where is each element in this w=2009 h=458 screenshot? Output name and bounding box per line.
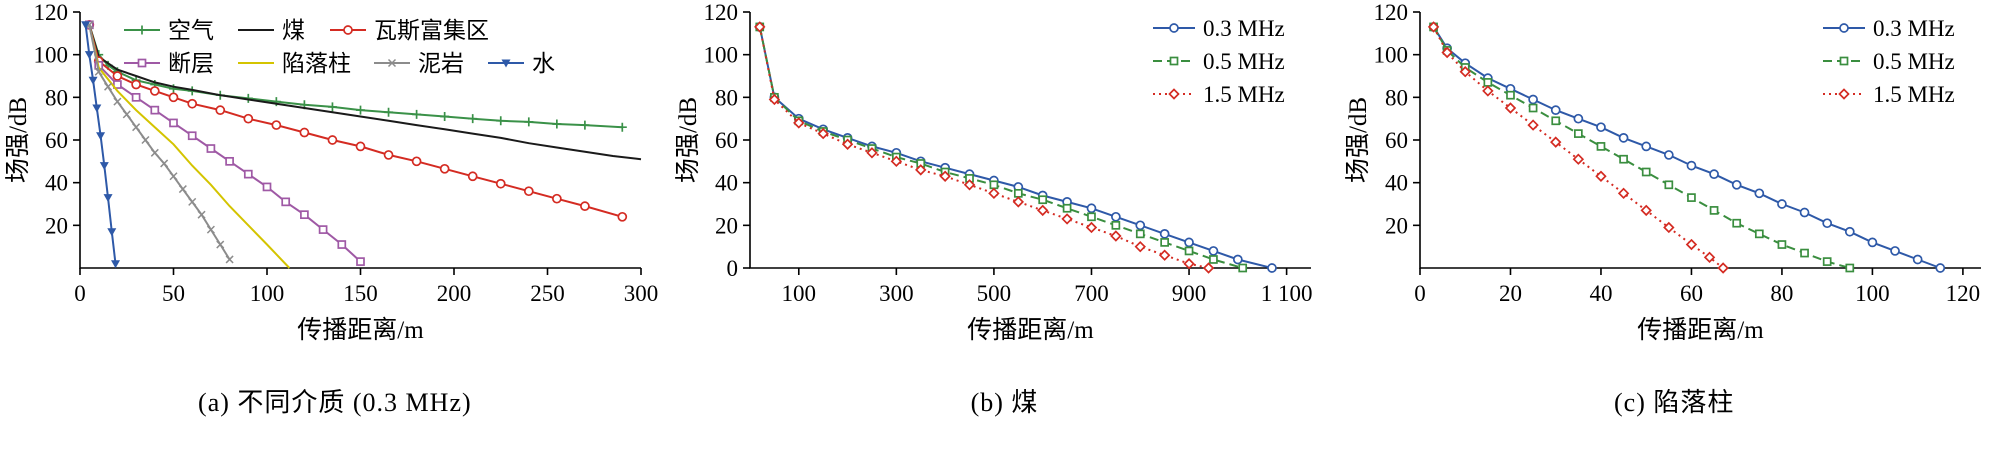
legend-label: 空气 — [168, 18, 214, 43]
legend-label: 0.3 MHz — [1203, 16, 1285, 41]
legend-item-0: 空气 — [124, 18, 214, 43]
series-0 — [754, 22, 1277, 273]
y-tick-label: 20 — [715, 213, 738, 238]
x-tick-label: 50 — [162, 281, 185, 306]
y-tick-label: 80 — [45, 85, 68, 110]
legend-item-6: 水 — [488, 51, 555, 76]
y-axis-label: 场强/dB — [1345, 97, 1372, 183]
x-tick-label: 100 — [250, 281, 285, 306]
legend-item-5: 泥岩 — [374, 51, 464, 76]
y-tick-label: 40 — [45, 171, 68, 196]
chart-panel-c: 0 20 40 60 80 100 120 20 40 60 80 100 120 传播距离/m 场强/dB… — [1339, 0, 2009, 458]
legend: 0.3 MHz 0.5 MHz 1.5 MHz — [1822, 16, 1955, 107]
legend-label: 水 — [532, 51, 555, 76]
legend: 0.3 MHz 0.5 MHz 1.5 MHz — [1153, 16, 1285, 107]
x-tick-label: 120 — [1945, 281, 1980, 306]
x-axis-label: 传播距离/m — [1637, 316, 1764, 344]
x-tick-label: 100 — [782, 281, 817, 306]
legend-label: 0.5 MHz — [1873, 49, 1955, 74]
y-tick-label: 80 — [715, 85, 738, 110]
chart-b-caption: (b) 煤 — [970, 388, 1039, 417]
legend-item-0: 0.3 MHz — [1822, 16, 1955, 41]
chart-b-canvas: 100 300 500 700 900 1 100 0 20 40 60 80 100 120 传播距离/… — [675, 0, 1313, 344]
series-1 — [88, 24, 642, 161]
y-tick-label: 100 — [704, 43, 739, 68]
legend-item-0: 0.3 MHz — [1153, 16, 1285, 41]
legend-item-3: 断层 — [124, 51, 214, 76]
y-tick-label: 0 — [727, 256, 739, 281]
y-tick-label: 60 — [45, 128, 68, 153]
y-tick-label: 100 — [1373, 43, 1408, 68]
y-tick-label: 40 — [1385, 171, 1408, 196]
legend-label: 1.5 MHz — [1203, 82, 1285, 107]
legend-label: 陷落柱 — [282, 51, 351, 76]
legend-label: 0.5 MHz — [1203, 49, 1285, 74]
y-tick-label: 40 — [715, 171, 738, 196]
y-tick-label: 120 — [704, 0, 739, 25]
x-axis-label: 传播距离/m — [967, 316, 1094, 344]
legend-label: 泥岩 — [418, 51, 464, 76]
y-tick-label: 60 — [1385, 128, 1408, 153]
y-tick-label: 20 — [1385, 213, 1408, 238]
x-tick-label: 150 — [344, 281, 379, 306]
x-tick-label: 20 — [1499, 281, 1522, 306]
axes: 0 20 40 60 80 100 120 20 40 60 80 100 120 — [1373, 0, 1981, 306]
x-tick-label: 0 — [1414, 281, 1426, 306]
chart-a-caption: (a) 不同介质 (0.3 MHz) — [198, 388, 472, 417]
legend-label: 1.5 MHz — [1873, 82, 1955, 107]
legend-item-1: 0.5 MHz — [1822, 49, 1955, 74]
chart-panel-a: 0 50 100 150 200 250 300 20 40 60 80 100 120 传播距离/m 场强… — [0, 0, 670, 458]
x-tick-label: 900 — [1172, 281, 1207, 306]
y-tick-label: 120 — [1373, 0, 1408, 25]
y-tick-label: 120 — [34, 0, 69, 25]
x-tick-label: 200 — [437, 281, 472, 306]
legend-item-1: 0.5 MHz — [1153, 49, 1285, 74]
chart-a-canvas: 0 50 100 150 200 250 300 20 40 60 80 100 120 传播距离/m 场强… — [5, 0, 659, 344]
x-tick-label: 250 — [531, 281, 566, 306]
x-tick-label: 300 — [624, 281, 659, 306]
series-3 — [85, 20, 366, 266]
x-tick-label: 80 — [1770, 281, 1793, 306]
x-tick-label: 300 — [879, 281, 914, 306]
axes: 100 300 500 700 900 1 100 0 20 40 60 80 100 120 — [704, 0, 1313, 306]
legend-label: 0.3 MHz — [1873, 16, 1955, 41]
x-axis-label: 传播距离/m — [298, 316, 425, 344]
series-0 — [1428, 22, 1945, 273]
series-4 — [88, 24, 291, 269]
series-6 — [81, 21, 121, 269]
legend-label: 断层 — [168, 51, 214, 76]
x-tick-label: 0 — [75, 281, 87, 306]
legend-item-2: 1.5 MHz — [1822, 82, 1955, 107]
x-tick-label: 40 — [1589, 281, 1612, 306]
legend-item-1: 煤 — [238, 18, 305, 43]
y-tick-label: 60 — [715, 128, 738, 153]
legend-item-4: 陷落柱 — [238, 51, 351, 76]
x-tick-label: 500 — [977, 281, 1012, 306]
series-5 — [85, 20, 234, 264]
x-tick-label: 1 100 — [1261, 281, 1313, 306]
chart-c-canvas: 0 20 40 60 80 100 120 20 40 60 80 100 120 传播距离/m 场强/dB… — [1345, 0, 1981, 344]
y-tick-label: 80 — [1385, 85, 1408, 110]
legend-item-2: 瓦斯富集区 — [330, 18, 489, 43]
series-2 — [754, 21, 1215, 274]
x-tick-label: 60 — [1680, 281, 1703, 306]
legend-label: 瓦斯富集区 — [374, 18, 489, 43]
series-2 — [1427, 21, 1729, 274]
series-2 — [84, 19, 628, 222]
x-tick-label: 100 — [1855, 281, 1890, 306]
y-axis-label: 场强/dB — [5, 97, 32, 183]
x-tick-label: 700 — [1074, 281, 1109, 306]
axes: 0 50 100 150 200 250 300 20 40 60 80 100 120 — [34, 0, 659, 306]
y-tick-label: 100 — [34, 43, 69, 68]
legend-item-2: 1.5 MHz — [1153, 82, 1285, 107]
chart-c-caption: (c) 陷落柱 — [1614, 388, 1735, 417]
y-tick-label: 20 — [45, 213, 68, 238]
chart-panel-b: 100 300 500 700 900 1 100 0 20 40 60 80 100 120 传播距离/… — [670, 0, 1340, 458]
y-axis-label: 场强/dB — [675, 97, 702, 183]
legend-label: 煤 — [282, 18, 305, 43]
